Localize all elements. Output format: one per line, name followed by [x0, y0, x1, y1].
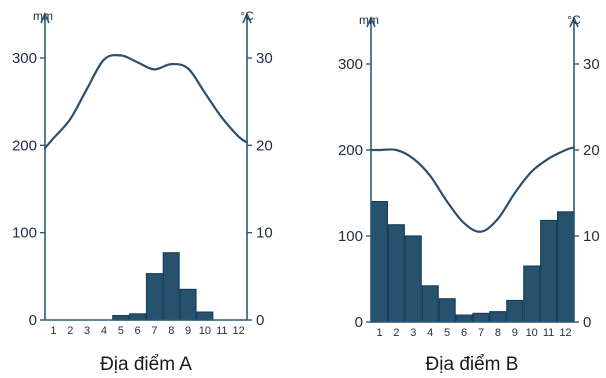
- chart-b-month-label: 5: [444, 327, 450, 339]
- chart-b-right-tick-label: 30: [583, 56, 600, 73]
- chart-a-month-label: 6: [135, 325, 141, 337]
- chart-b-rain-bar-month-6: [455, 314, 473, 323]
- chart-a-right-axis-arrow: [242, 12, 252, 24]
- chart-b-left-tick-label: 300: [338, 56, 363, 73]
- chart-a-left-tick-label: 100: [12, 225, 37, 242]
- chart-a-right-tick-label: 30: [256, 50, 273, 67]
- chart-b-right-tick-label: 0: [583, 314, 591, 331]
- chart-b-month-label: 3: [410, 327, 416, 339]
- chart-a-right-tick-label: 0: [256, 312, 264, 329]
- chart-b-rain-bar-month-3: [404, 235, 422, 323]
- chart-b-left-tick-label: 100: [338, 228, 363, 245]
- chart-b-rain-bar-month-2: [387, 224, 405, 323]
- chart-b-month-label: 6: [461, 327, 467, 339]
- chart-a-right-tick-label: 20: [256, 137, 273, 154]
- chart-a-month-label: 1: [50, 325, 56, 337]
- chart-b-rain-bar-month-4: [421, 285, 439, 323]
- chart-a-rain-bar-month-6: [129, 313, 147, 321]
- chart-a-left-tick-label: 0: [29, 312, 37, 329]
- chart-a-month-label: 2: [67, 325, 73, 337]
- chart-b-month-label: 1: [376, 327, 382, 339]
- chart-a-temperature-line: [43, 53, 249, 150]
- chart-a-month-label: 12: [232, 325, 244, 337]
- chart-a-left-tick-label: 300: [12, 50, 37, 67]
- chart-a-rain-bar-month-8: [162, 252, 180, 321]
- chart-b-right-axis-arrow: [569, 16, 579, 28]
- chart-b-month-label: 4: [427, 327, 433, 339]
- chart-a-month-label: 4: [101, 325, 107, 337]
- chart-a-caption: Địa điểm A: [100, 354, 192, 375]
- chart-a-rain-bar-month-7: [145, 273, 163, 321]
- chart-b-temperature-line: [369, 146, 576, 233]
- chart-b-left-axis-arrow: [366, 16, 376, 28]
- chart-b-rain-bar-month-7: [472, 312, 490, 323]
- chart-a-left-unit: mm: [33, 9, 53, 23]
- chart-b-month-label: 8: [495, 327, 501, 339]
- chart-a-rain-bar-month-9: [179, 288, 197, 321]
- chart-a-left-axis-arrow: [40, 12, 50, 24]
- chart-a-left-tick-label: 200: [12, 137, 37, 154]
- chart-b-rain-bar-month-11: [540, 219, 558, 323]
- chart-b-rain-bar-month-9: [506, 299, 524, 323]
- chart-a-month-label: 11: [216, 325, 227, 337]
- chart-b-month-label: 7: [478, 327, 484, 339]
- chart-b-rain-bar-month-10: [523, 265, 541, 323]
- chart-b-left-tick-label: 0: [355, 314, 363, 331]
- chart-a-rain-bar-month-10: [196, 311, 214, 321]
- chart-b-rain-bar-month-5: [438, 298, 456, 323]
- chart-a-month-label: 7: [151, 325, 157, 337]
- chart-b-right-tick-label: 20: [583, 142, 600, 159]
- chart-a-month-label: 8: [168, 325, 174, 337]
- chart-a-month-label: 3: [84, 325, 90, 337]
- chart-a-right-tick-label: 10: [256, 225, 273, 242]
- chart-b-month-label: 9: [512, 327, 518, 339]
- chart-a-right-unit: °C: [240, 9, 254, 23]
- chart-b-caption: Địa điểm B: [426, 354, 519, 375]
- chart-b-right-tick-label: 10: [583, 228, 600, 245]
- chart-a-month-label: 5: [118, 325, 124, 337]
- chart-b-right-unit: °C: [567, 13, 581, 27]
- chart-a-month-label: 9: [185, 325, 191, 337]
- chart-b-rain-bar-month-12: [556, 211, 575, 323]
- chart-b-month-label: 2: [393, 327, 399, 339]
- chart-b-rain-bar-month-1: [370, 201, 388, 323]
- chart-b-left-unit: mm: [359, 13, 379, 27]
- chart-b-rain-bar-month-8: [489, 311, 507, 323]
- chart-b-left-tick-label: 200: [338, 142, 363, 159]
- chart-b-month-label: 10: [526, 327, 538, 339]
- chart-b-month-label: 12: [559, 327, 571, 339]
- chart-a-month-label: 10: [199, 325, 211, 337]
- chart-b-month-label: 11: [543, 327, 554, 339]
